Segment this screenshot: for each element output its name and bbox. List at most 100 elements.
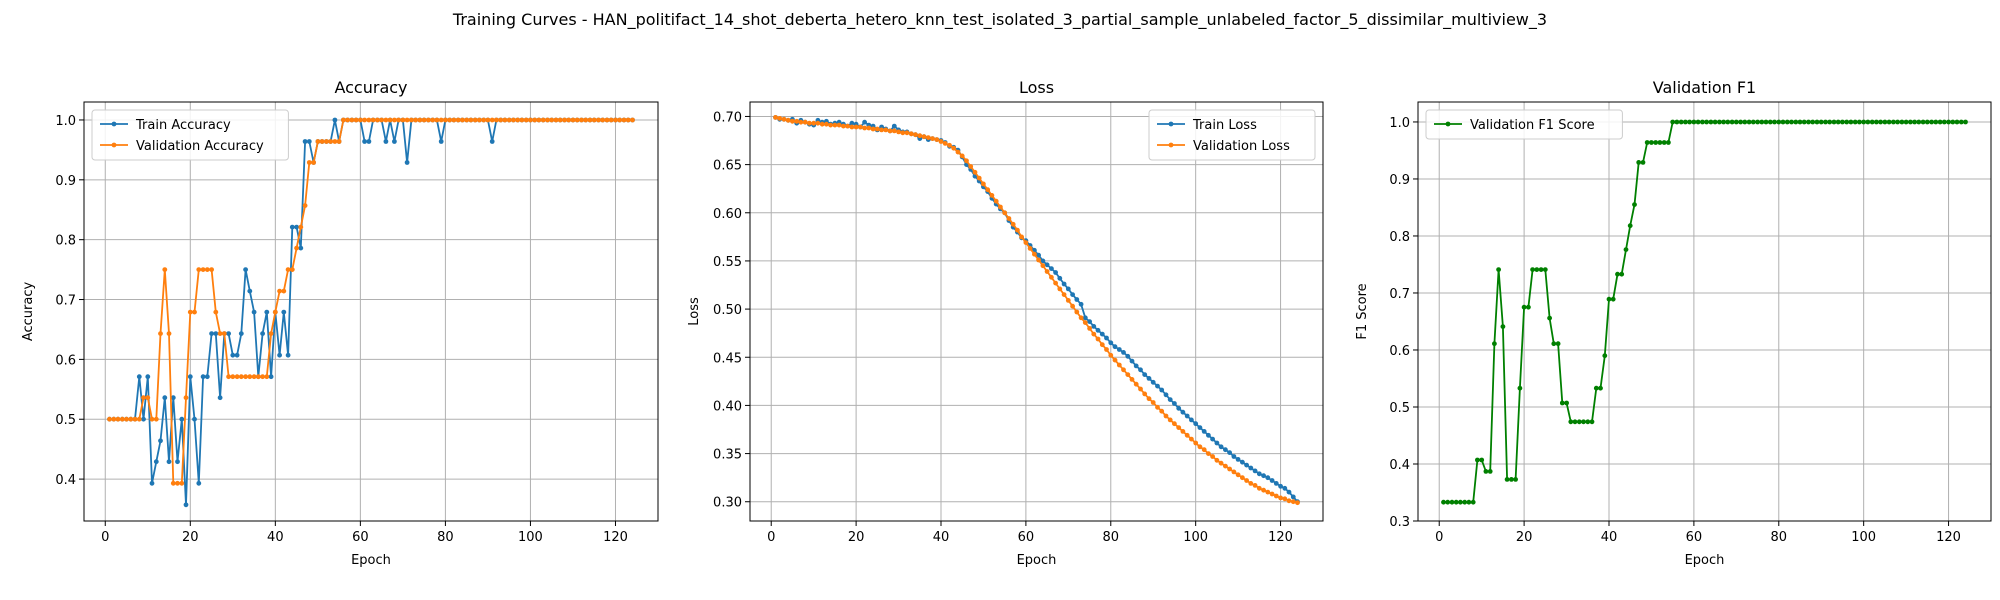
chart1-legend-label: Validation Accuracy [136,139,264,154]
chart3-series-1-point [1882,119,1888,125]
chart1-x-tick-label: 120 [603,530,628,545]
chart2-series-2-point [811,120,817,126]
chart1-series-2-point [341,117,346,123]
chart3-series-1-point [1670,119,1676,125]
chart2-series-1-point [1112,344,1118,350]
chart2-series-2-point [1061,292,1067,297]
chart3-series-1-point [1865,119,1871,125]
chart2-series-1-point [1176,405,1182,411]
chart2-series-1-point [1240,459,1245,465]
chart3-series-1-point [1530,267,1535,272]
chart2-series-1-point [1206,432,1211,438]
chart2-series-1-point [1167,397,1173,402]
chart3-series-1-point [1606,296,1612,302]
chart2-series-2-point [1099,342,1105,348]
chart2-series-2-point [947,142,952,148]
chart2-series-1-point [1159,387,1165,393]
chart2-series-2-point [959,153,965,159]
chart2-series-2-point [985,187,991,193]
chart2-series-2-point [1133,381,1139,387]
chart1-series-2-point [570,117,576,123]
chart3-x-tick-label: 60 [1686,530,1703,545]
chart1-series-2-point [549,117,555,123]
chart1-series-2-point [392,117,397,123]
chart3-series-1-point [1806,119,1811,125]
chart2-series-2-point [1231,469,1237,475]
chart2-series-1-point [849,120,855,126]
chart2-series-2-point [1070,303,1075,309]
chart3-series-1-point [1920,119,1926,125]
chart1-legend-box [91,109,289,161]
chart3-series-1-point [1683,119,1688,125]
chart1-series-1-point [260,331,265,336]
chart2-y-tick-label: 0.70 [713,110,742,125]
chart2-series-2-point [1227,466,1232,472]
chart1-series-2-point [498,117,504,123]
chart3-series-1-point [1814,119,1820,125]
chart3-series-1-point [1598,385,1603,391]
chart3-series-1-point [1924,119,1930,125]
chart2-series-2-point [1180,429,1186,434]
chart1-series-2-point [268,331,274,336]
chart2-series-1-point [1129,358,1135,364]
chart3-series-1-point [1958,119,1964,125]
chart1-y-tick-label: 0.8 [55,234,76,249]
chart3-series-1-point [1644,140,1650,145]
chart3-series-1-point [1470,499,1476,505]
chart3-series-1-point [1475,457,1480,463]
chart3-series-1-point [1759,119,1765,125]
chart1-series-1-point [196,480,202,486]
chart3-series-1-point [1678,119,1684,125]
chart2-series-2-point [802,119,808,125]
chart3-series-1-point [1479,457,1485,463]
chart3-series-1-point [1903,119,1909,125]
chart1-series-2-point [179,480,185,486]
chart2-series-2-point [841,123,846,129]
chart1-x-tick-label: 0 [101,530,109,545]
chart1-series-1-point [243,267,249,272]
chart1-series-2-point [285,267,291,272]
chart1-series-2-point [302,203,308,209]
chart1-axes-frame [83,101,659,522]
chart3-series-1-point [1547,315,1552,321]
chart2-y-tick-label: 0.30 [713,496,742,511]
chart1-series-2-point [370,117,376,123]
chart3-series-1-point [1899,119,1905,125]
chart1-series-1-point [247,288,253,294]
chart2-series-1-point [1087,319,1092,324]
chart1-series-2-point [315,139,321,144]
chart2-series-1-point [1125,353,1131,359]
chart1-series-2-point [460,117,465,123]
chart3-series-1-point [1487,469,1493,474]
chart1-series-2-point [170,480,176,486]
chart2-series-2-point [904,130,910,136]
chart1-series-2-point [281,288,287,294]
chart1-series-2-point [536,117,542,123]
chart2-series-2-point [930,136,935,142]
chart1-series-2-point [217,331,223,336]
chart3-series-1-point [1750,119,1756,125]
chart3-series-1-point [1763,119,1769,125]
chart2-series-1-point [1049,266,1054,271]
chart1-series-2-point [141,395,146,401]
chart1-series-2-point [617,117,623,123]
chart1-series-2-point [328,139,333,144]
chart1-series-2-point [311,160,316,165]
chart2-series-2-point [913,132,918,138]
chart3-y-tick-label: 0.6 [1389,344,1410,359]
chart3-series-1-point [1818,119,1824,125]
chart1-series-2-point [387,117,393,123]
chart2-title: Loss [1019,78,1054,97]
chart3-series-1-point [1585,419,1591,425]
chart2-series-2-point [993,198,999,204]
chart1-series-1-point [383,139,389,144]
chart2-series-2-point [1210,454,1215,459]
chart2-series-2-point [1146,396,1152,402]
chart2-legend-label: Validation Loss [1193,139,1290,154]
chart1-series-1-point [362,139,367,144]
chart2-x-tick-label: 0 [767,530,775,545]
chart1-series-2-point [464,117,470,123]
chart1-series-2-point [413,117,418,123]
chart2-series-1-point [1248,465,1254,471]
chart2-series-1-point [1053,270,1058,275]
